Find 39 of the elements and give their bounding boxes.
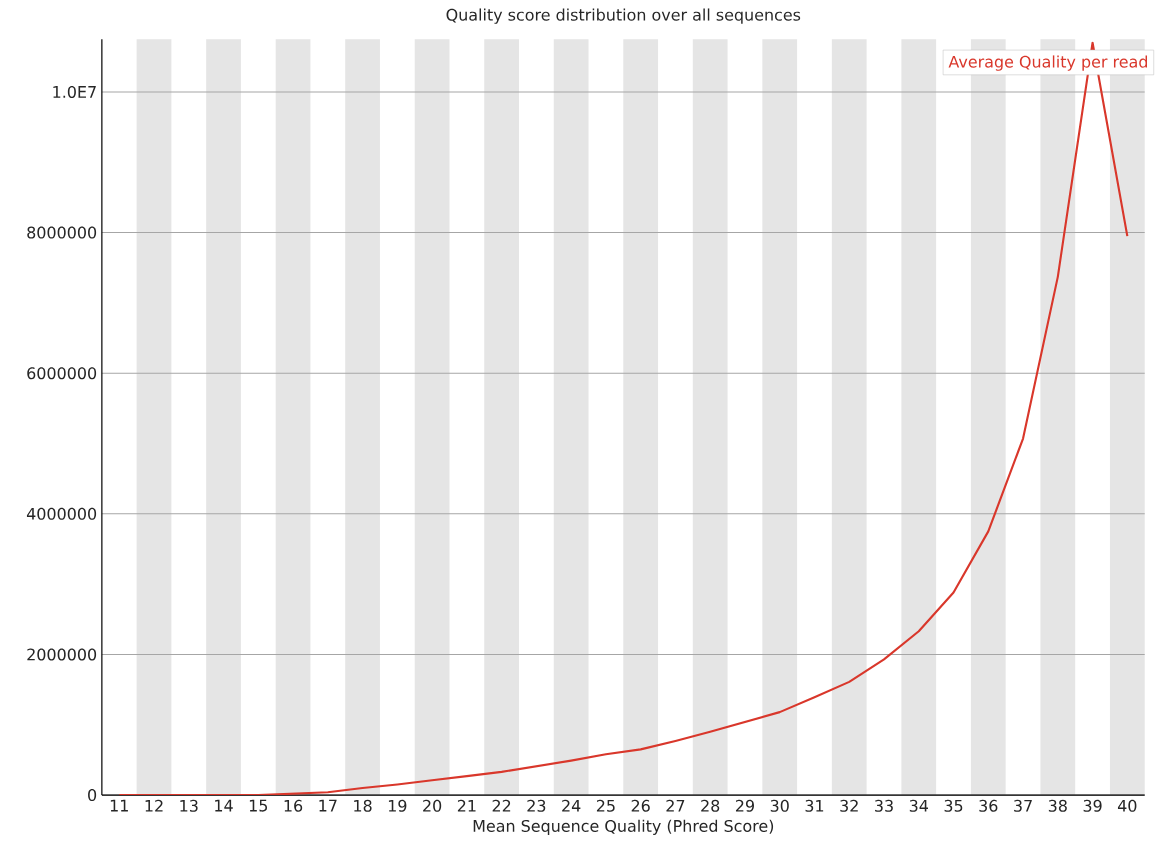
x-tick-label: 28 xyxy=(701,799,720,812)
x-tick-label: 33 xyxy=(875,799,893,812)
x-tick-label: 14 xyxy=(215,799,233,812)
x-tick-label: 16 xyxy=(284,799,303,812)
x-tick-label: 36 xyxy=(979,799,998,812)
x-tick-label: 30 xyxy=(770,799,789,812)
x-tick-label: 20 xyxy=(423,799,442,812)
x-tick-label: 15 xyxy=(249,799,268,812)
x-tick-label: 29 xyxy=(735,799,754,812)
y-tick-label: 6000000 xyxy=(27,367,97,380)
x-tick-label: 38 xyxy=(1048,799,1067,812)
x-tick-label: 32 xyxy=(840,799,858,812)
y-tick-label: 8000000 xyxy=(27,226,97,239)
x-axis-title: Mean Sequence Quality (Phred Score) xyxy=(473,819,774,836)
y-tick-label: 4000000 xyxy=(26,507,97,520)
x-tick-label: 12 xyxy=(145,799,163,812)
text: Average Quality per read xyxy=(948,55,1147,71)
x-tick-label: 21 xyxy=(457,799,476,812)
x-tick-label: 31 xyxy=(805,799,824,812)
x-tick-label: 40 xyxy=(1117,799,1137,812)
y-tick-label: 2000000 xyxy=(27,648,97,661)
x-tick-label: 34 xyxy=(909,799,929,812)
y-tick-label: 0 xyxy=(88,789,97,802)
x-tick-label: 11 xyxy=(110,799,128,812)
x-tick-label: 25 xyxy=(596,799,615,812)
x-tick-label: 24 xyxy=(562,799,581,812)
x-tick-label: 13 xyxy=(180,799,198,812)
x-tick-label: 35 xyxy=(944,799,963,812)
y-tick-label: 1.0E7 xyxy=(53,85,96,98)
x-tick-label: 37 xyxy=(1014,799,1032,812)
x-tick-label: 39 xyxy=(1083,799,1102,812)
x-tick-label: 19 xyxy=(388,799,407,812)
chart-title: Quality score distribution over all sequences xyxy=(446,8,801,24)
x-tick-label: 23 xyxy=(527,799,546,812)
x-tick-label: 26 xyxy=(631,799,650,812)
x-tick-label: 17 xyxy=(319,799,337,812)
x-tick-label: 22 xyxy=(492,799,511,812)
x-tick-label: 27 xyxy=(666,799,685,812)
x-tick-label: 18 xyxy=(354,799,372,812)
